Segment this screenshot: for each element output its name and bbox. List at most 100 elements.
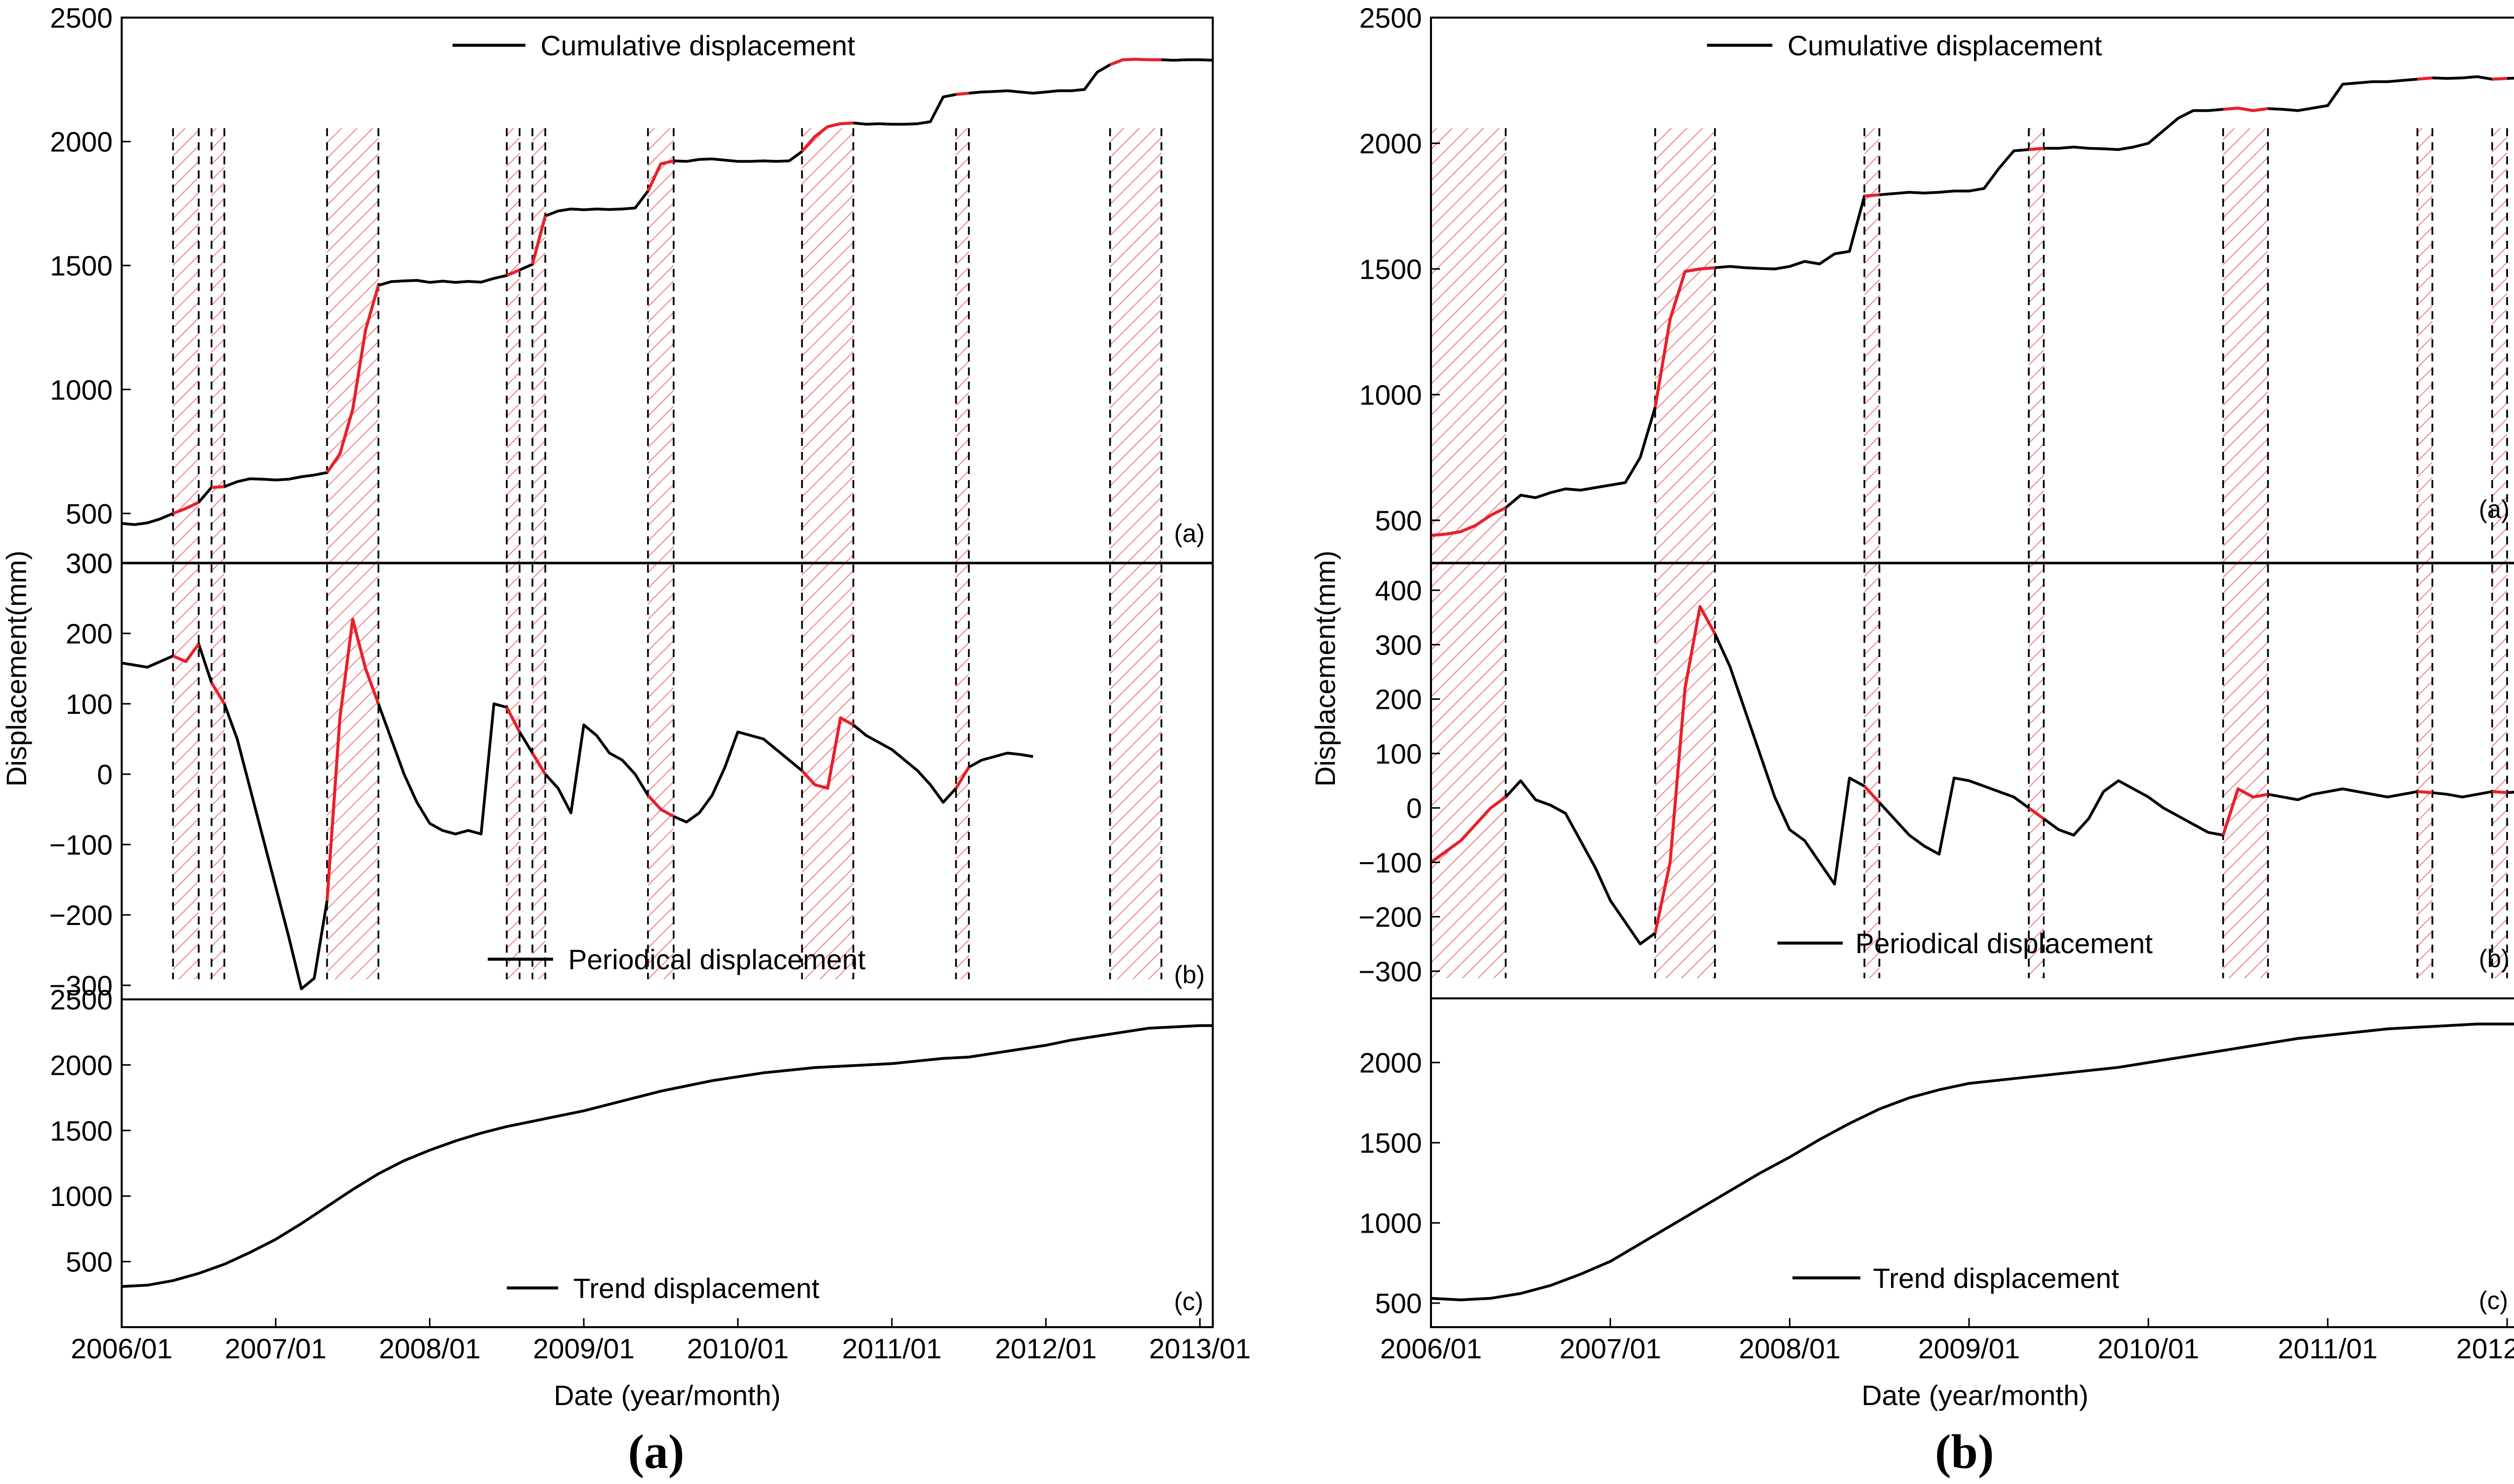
series-highlight bbox=[800, 716, 854, 790]
hatch-layer bbox=[1431, 128, 2507, 978]
x-tick-label: 2012/01 bbox=[2456, 1333, 2514, 1364]
series-layer bbox=[121, 618, 1034, 990]
series-highlight bbox=[2492, 790, 2507, 794]
y-tick-label: 1000 bbox=[1359, 379, 1422, 411]
highlight-hatch bbox=[2492, 128, 2507, 978]
series-highlight bbox=[2417, 76, 2433, 81]
series-highlight bbox=[1864, 193, 1880, 198]
series-highlight bbox=[325, 618, 380, 901]
y-ticks: 300 500 1000 1500 2000 2500 bbox=[50, 2, 131, 579]
series-highlight bbox=[1863, 785, 1880, 804]
figure-label: (a) bbox=[628, 1425, 684, 1478]
x-tick-label: 2009/01 bbox=[1918, 1333, 2020, 1364]
series-line bbox=[121, 1024, 1213, 1288]
y-tick-label: 1000 bbox=[1359, 1208, 1422, 1239]
x-tick-label: 2011/01 bbox=[842, 1333, 942, 1364]
series-highlight bbox=[647, 794, 675, 818]
x-tick-label: 2010/01 bbox=[687, 1333, 788, 1364]
series-highlight bbox=[646, 159, 674, 192]
y-tick-label: 2500 bbox=[50, 984, 113, 1015]
y-tick-label: 2000 bbox=[1359, 1047, 1422, 1079]
y-tick-label: 300 bbox=[66, 547, 113, 579]
highlight-hatch bbox=[327, 128, 379, 979]
y-tick-label: −300 bbox=[49, 970, 113, 1001]
highlight-hatch bbox=[173, 128, 199, 979]
panel-cumulative: 500 1000 1500 2000 2500 Cumulative displacem… bbox=[1359, 2, 2514, 537]
x-tick-label: 2006/01 bbox=[1380, 1333, 1482, 1364]
series-highlight bbox=[2221, 787, 2269, 836]
series-highlight bbox=[1653, 605, 1717, 934]
x-ticks: 2006/01 2007/01 2008/01 2009/01 2010/01 2011/… bbox=[1380, 1318, 2514, 1364]
y-tick-label: 500 bbox=[1375, 1287, 1422, 1319]
highlight-hatch bbox=[1864, 128, 1879, 978]
dash-layer bbox=[1430, 128, 2508, 978]
highlight-hatch bbox=[506, 128, 520, 979]
highlight-hatch bbox=[1431, 128, 1506, 978]
series-highlight bbox=[800, 121, 854, 153]
y-tick-label: 2000 bbox=[50, 126, 113, 158]
panel-tag-c: (c) bbox=[1174, 1287, 1203, 1316]
figure-label: (b) bbox=[1935, 1425, 1994, 1478]
panel-tag-a: (a) bbox=[2479, 495, 2509, 523]
series-highlight bbox=[2492, 77, 2507, 81]
series-layer bbox=[1430, 75, 2514, 537]
y-tick-label: 0 bbox=[1406, 792, 1422, 824]
highlight-hatch bbox=[956, 128, 969, 979]
series-highlight bbox=[210, 682, 226, 705]
y-tick-label: −100 bbox=[1359, 847, 1422, 878]
legend-trend: Trend displacement bbox=[573, 1272, 820, 1304]
y-tick-label: 1500 bbox=[50, 250, 113, 282]
y-ticks: 500 1000 1500 2000 2500 bbox=[50, 984, 131, 1278]
plot-frame bbox=[121, 17, 1214, 1328]
series-highlight bbox=[2417, 790, 2433, 794]
series-line bbox=[121, 618, 1034, 990]
y-tick-label: 200 bbox=[1375, 684, 1422, 715]
highlight-hatch bbox=[211, 128, 225, 979]
y-ticks: 500 1000 1500 2000 2500 bbox=[1359, 2, 1440, 536]
series-line bbox=[1430, 605, 2514, 946]
panel-periodical: −300 −200 −100 0 100 200 300 400 Periodical dis… bbox=[1359, 575, 2514, 987]
legend-periodical: Periodical displacement bbox=[1855, 928, 2153, 959]
x-tick-label: 2010/01 bbox=[2098, 1333, 2199, 1364]
legend-periodical: Periodical displacement bbox=[568, 944, 866, 975]
y-tick-label: 100 bbox=[1375, 738, 1422, 770]
panel-trend: 500 1000 1500 2000 Trend displacement (c) bbox=[1359, 1023, 2514, 1319]
highlight-hatch bbox=[2223, 128, 2268, 978]
x-tick-label: 2006/01 bbox=[71, 1333, 172, 1364]
y-tick-label: 0 bbox=[97, 759, 113, 790]
highlight-hatch bbox=[1655, 128, 1715, 978]
series-layer bbox=[121, 1024, 1213, 1288]
series-line bbox=[1430, 1023, 2514, 1302]
y-tick-label: 100 bbox=[66, 688, 113, 720]
y-tick-label: 500 bbox=[1375, 505, 1422, 536]
panel-tag-c: (c) bbox=[2479, 1286, 2508, 1315]
x-tick-label: 2011/01 bbox=[2278, 1333, 2377, 1364]
series-layer bbox=[1430, 1023, 2514, 1302]
panel-tag-b: (b) bbox=[1174, 961, 1205, 989]
y-tick-label: −100 bbox=[49, 829, 113, 861]
y-ticks: −300 −200 −100 0 100 200 300 400 bbox=[1359, 575, 1440, 987]
y-tick-label: 300 bbox=[1375, 629, 1422, 661]
series-highlight bbox=[954, 766, 970, 789]
series-layer bbox=[121, 57, 1213, 526]
x-tick-label: 2008/01 bbox=[1739, 1333, 1840, 1364]
highlight-hatch bbox=[802, 128, 854, 979]
y-tick-label: 300 bbox=[66, 547, 113, 579]
legend-cumulative: Cumulative displacement bbox=[541, 30, 855, 61]
x-axis-title: Date (year/month) bbox=[1861, 1379, 2088, 1411]
series-highlight bbox=[531, 752, 547, 775]
x-tick-label: 2008/01 bbox=[379, 1333, 480, 1364]
x-tick-label: 2012/01 bbox=[995, 1333, 1097, 1364]
y-ticks: 500 1000 1500 2000 bbox=[1359, 1047, 1440, 1319]
series-highlight bbox=[326, 285, 380, 474]
y-ticks: −300 −200 −100 0 100 200 300 bbox=[49, 547, 131, 1001]
panel-periodical: −300 −200 −100 0 100 200 300 Periodical displa… bbox=[49, 547, 1205, 1001]
y-tick-label: 500 bbox=[66, 498, 113, 529]
y-axis-title: Displacement(mm) bbox=[1309, 550, 1341, 787]
x-ticks: 2006/01 2007/01 2008/01 2009/01 2010/01 2011/… bbox=[71, 1318, 1251, 1364]
hatch-layer bbox=[173, 128, 1161, 979]
y-tick-label: −200 bbox=[49, 899, 113, 931]
y-tick-label: 1500 bbox=[50, 1115, 113, 1147]
